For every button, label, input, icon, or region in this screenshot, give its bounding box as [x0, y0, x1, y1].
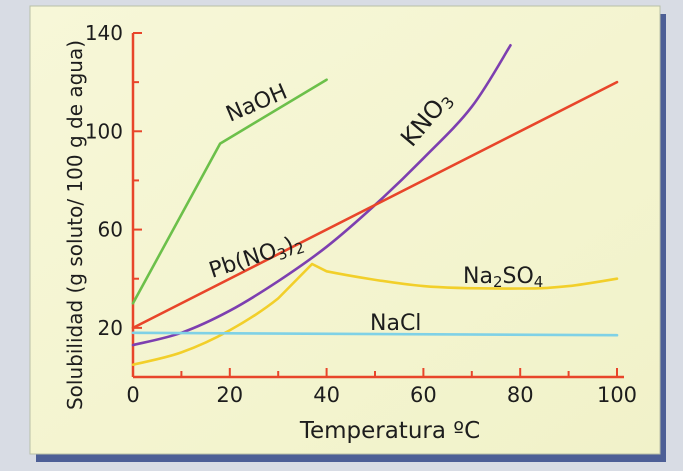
tick-marks — [132, 32, 618, 377]
y-tick-label: 60 — [98, 218, 123, 242]
x-tick-label: 0 — [126, 383, 139, 407]
x-axis-label: Temperatura ºC — [299, 418, 480, 444]
series-lines — [131, 44, 619, 366]
x-tick-label: 80 — [507, 383, 534, 407]
series-line-pb-no3-2 — [131, 80, 619, 330]
series-label-na2so4: Na2SO4 — [463, 264, 543, 291]
series-line-kno3 — [131, 44, 512, 347]
x-tick-label: 60 — [410, 383, 437, 407]
y-tick-label: 20 — [98, 316, 123, 340]
x-tick-label: 40 — [313, 383, 340, 407]
x-tick-label: 100 — [597, 383, 637, 407]
y-tick-label: 140 — [85, 21, 123, 45]
series-line-nacl — [131, 331, 619, 337]
x-tick-label: 20 — [216, 383, 243, 407]
tick-labels: 0 20 40 60 80 100 20 60 100 140 — [85, 21, 637, 407]
series-label-nacl: NaCl — [370, 311, 421, 336]
y-axis-label: Solubilidad (g soluto/ 100 g de agua) — [63, 40, 87, 410]
y-tick-label: 100 — [85, 119, 123, 143]
series-line-naoh — [131, 78, 328, 305]
series-line-na2so4 — [131, 262, 619, 366]
